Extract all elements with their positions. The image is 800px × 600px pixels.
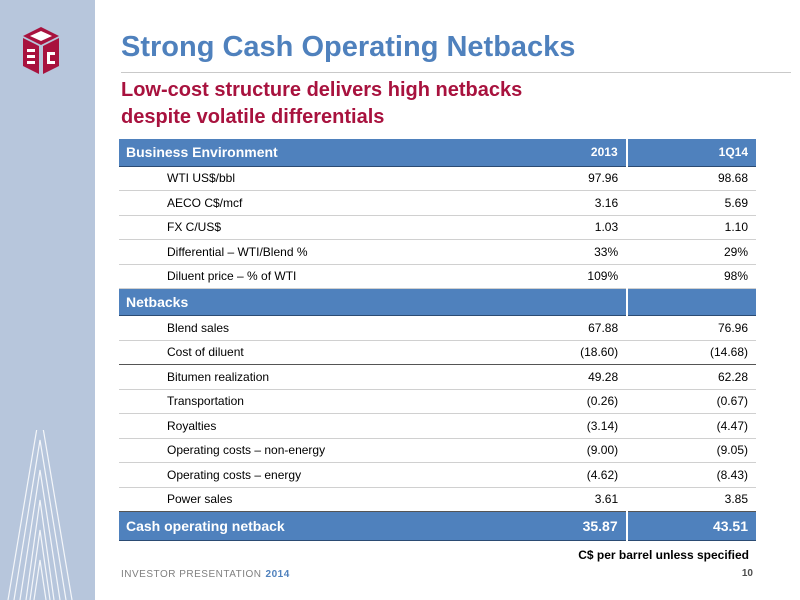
column-header-1q14: 1Q14 bbox=[626, 139, 756, 167]
table-row: Bitumen realization 49.28 62.28 bbox=[119, 364, 756, 390]
table-row: Royalties (3.14) (4.47) bbox=[119, 413, 756, 439]
value-1q14: (4.47) bbox=[626, 413, 756, 439]
value-2013: 3.61 bbox=[541, 487, 628, 512]
row-label: Royalties bbox=[119, 413, 542, 439]
table-row: AECO C$/mcf 3.16 5.69 bbox=[119, 190, 756, 216]
value-1q14: (9.05) bbox=[626, 438, 756, 463]
section-header-netbacks: Netbacks bbox=[119, 288, 756, 316]
row-label: AECO C$/mcf bbox=[119, 190, 542, 216]
row-label: WTI US$/bbl bbox=[119, 166, 542, 191]
value-2013: 1.03 bbox=[541, 215, 628, 240]
empty-header-cell bbox=[541, 288, 628, 316]
value-2013: 67.88 bbox=[541, 315, 628, 341]
table-row: Differential – WTI/Blend % 33% 29% bbox=[119, 239, 756, 265]
row-label: Operating costs – energy bbox=[119, 462, 542, 488]
title-divider bbox=[121, 72, 791, 73]
total-value-1q14: 43.51 bbox=[626, 511, 756, 541]
value-2013: (0.26) bbox=[541, 389, 628, 414]
page-number: 10 bbox=[741, 568, 753, 579]
footer-presentation-label: INVESTOR PRESENTATION bbox=[121, 569, 262, 580]
value-1q14: 98% bbox=[626, 264, 756, 289]
company-logo bbox=[23, 27, 59, 74]
value-2013: 97.96 bbox=[541, 166, 628, 191]
total-label: Cash operating netback bbox=[119, 511, 542, 541]
row-label: Transportation bbox=[119, 389, 542, 414]
row-label: Cost of diluent bbox=[119, 340, 542, 365]
value-2013: 3.16 bbox=[541, 190, 628, 216]
row-label: Operating costs – non-energy bbox=[119, 438, 542, 463]
footer-year: 2014 bbox=[265, 569, 290, 580]
section-label: Netbacks bbox=[119, 288, 542, 316]
subtitle-line-2: despite volatile differentials bbox=[121, 106, 385, 128]
value-2013: 109% bbox=[541, 264, 628, 289]
value-1q14: (0.67) bbox=[626, 389, 756, 414]
row-label: Bitumen realization bbox=[119, 364, 542, 390]
table-row: Diluent price – % of WTI 109% 98% bbox=[119, 264, 756, 289]
sidebar-band bbox=[0, 0, 95, 600]
value-1q14: (14.68) bbox=[626, 340, 756, 365]
units-note: C$ per barrel unless specified bbox=[578, 548, 749, 562]
subtitle-line-1: Low-cost structure delivers high netback… bbox=[121, 79, 523, 101]
row-label: Power sales bbox=[119, 487, 542, 512]
value-2013: (4.62) bbox=[541, 462, 628, 488]
page-subtitle: Low-cost structure delivers high netback… bbox=[121, 77, 522, 131]
value-1q14: (8.43) bbox=[626, 462, 756, 488]
value-1q14: 1.10 bbox=[626, 215, 756, 240]
table-row: Transportation (0.26) (0.67) bbox=[119, 389, 756, 414]
section-label: Business Environment bbox=[119, 139, 542, 167]
table-row: Power sales 3.61 3.85 bbox=[119, 487, 756, 512]
section-header-business-environment: Business Environment 2013 1Q14 bbox=[119, 139, 756, 167]
table-row: Operating costs – energy (4.62) (8.43) bbox=[119, 462, 756, 488]
column-header-2013: 2013 bbox=[541, 139, 628, 167]
value-1q14: 62.28 bbox=[626, 364, 756, 390]
value-2013: 49.28 bbox=[541, 364, 628, 390]
table-row: Operating costs – non-energy (9.00) (9.0… bbox=[119, 438, 756, 463]
value-2013: (18.60) bbox=[541, 340, 628, 365]
empty-header-cell bbox=[626, 288, 756, 316]
value-1q14: 76.96 bbox=[626, 315, 756, 341]
row-label: Differential – WTI/Blend % bbox=[119, 239, 542, 265]
row-label: FX C/US$ bbox=[119, 215, 542, 240]
row-label: Blend sales bbox=[119, 315, 542, 341]
total-value-2013: 35.87 bbox=[541, 511, 628, 541]
table-row: Cost of diluent (18.60) (14.68) bbox=[119, 340, 756, 365]
value-2013: 33% bbox=[541, 239, 628, 265]
footer-presentation: INVESTOR PRESENTATION 2014 bbox=[121, 569, 290, 580]
row-label: Diluent price – % of WTI bbox=[119, 264, 542, 289]
value-1q14: 5.69 bbox=[626, 190, 756, 216]
value-2013: (9.00) bbox=[541, 438, 628, 463]
total-row-cash-operating-netback: Cash operating netback 35.87 43.51 bbox=[119, 511, 756, 541]
value-1q14: 29% bbox=[626, 239, 756, 265]
table-row: FX C/US$ 1.03 1.10 bbox=[119, 215, 756, 240]
table-row: WTI US$/bbl 97.96 98.68 bbox=[119, 166, 756, 191]
table-row: Blend sales 67.88 76.96 bbox=[119, 315, 756, 341]
value-1q14: 3.85 bbox=[626, 487, 756, 512]
sidebar-chevron-pattern bbox=[7, 430, 73, 600]
value-2013: (3.14) bbox=[541, 413, 628, 439]
netbacks-table: Business Environment 2013 1Q14 WTI US$/b… bbox=[119, 139, 756, 541]
value-1q14: 98.68 bbox=[626, 166, 756, 191]
page-title: Strong Cash Operating Netbacks bbox=[121, 31, 576, 63]
